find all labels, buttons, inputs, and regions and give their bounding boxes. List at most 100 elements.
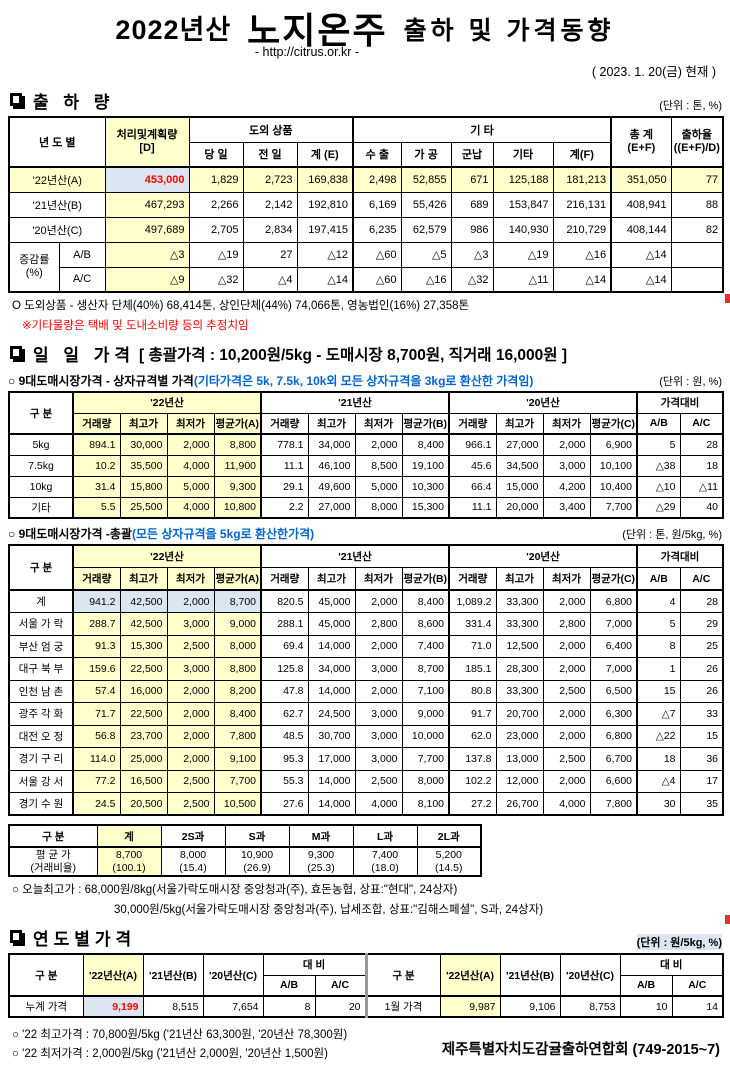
- table-row: '22년산(A) 453,000 1,829 2,723 169,838 2,498 52,…: [8, 166, 724, 193]
- table-cell: 18: [636, 747, 681, 771]
- table-cell: 28: [679, 433, 724, 456]
- table-cell: 169,838: [296, 166, 354, 193]
- header-row: 구 분 '22년산 '21년산 '20년산 가격대비: [8, 544, 724, 591]
- column-header: 처리및계획량 [D]: [104, 116, 190, 168]
- table-cell: 2,500: [166, 792, 215, 816]
- table-cell: 25: [679, 634, 724, 658]
- column-header: 최고가: [307, 412, 356, 435]
- header-row: 거래량 최고가 최저가 평균가(A) 거래량 최고가 최저가 평균가(B) 거래량 최고가 최저가 평…: [9, 567, 724, 591]
- column-header: '20년산: [448, 544, 638, 568]
- column-header: A/C: [679, 412, 724, 435]
- price-by-grade-table-head: 구 분 계 2S과 S과 M과 L과 2L과: [8, 824, 482, 848]
- table-cell: 2,705: [188, 216, 244, 243]
- table-cell: 4,000: [166, 454, 215, 477]
- table-cell: 15: [679, 724, 724, 748]
- column-header: 최고가: [119, 412, 168, 435]
- overall-note: (모든 상자규격을 5kg로 환산한가격): [131, 527, 315, 541]
- footer-notes: ○ '22 최고가격 : 70,800원/5kg ('21년산 63,300원,…: [8, 1023, 347, 1061]
- table-cell: 28: [679, 589, 724, 613]
- table-cell: △14: [296, 266, 354, 293]
- table-cell: 159.6: [72, 657, 121, 681]
- table-row: 광주 각 화 71.7 22,500 2,000 8,400 62.7 24,500 3,00…: [8, 702, 724, 726]
- table-cell: 15,000: [495, 475, 544, 498]
- table-cell: 2,000: [354, 433, 403, 456]
- column-header: 평균가(C): [589, 412, 638, 435]
- table-cell: 7,800: [213, 724, 262, 748]
- table-cell: 77.2: [72, 769, 121, 793]
- table-cell: 2,000: [542, 769, 591, 793]
- red-edge-mark-icon: [725, 915, 730, 924]
- table-cell: 8: [262, 995, 316, 1018]
- table-cell: 1,829: [188, 166, 244, 193]
- column-header: L과: [352, 824, 418, 848]
- price-by-grade-table: 구 분 계 2S과 S과 M과 L과 2L과 평 균 가 (거래비율) 8,700 (100.…: [8, 824, 482, 878]
- table-row: 대구 북 부 159.6 22,500 3,000 8,800 125.8 34,000 3,…: [8, 657, 724, 681]
- column-header: 평균가(A): [213, 412, 262, 435]
- table-cell: 2.2: [260, 496, 309, 519]
- table-cell: 29.1: [260, 475, 309, 498]
- table-cell: 153,847: [492, 191, 554, 218]
- table-cell: 197,415: [296, 216, 354, 243]
- table-cell: 5.5: [72, 496, 121, 519]
- table-cell: 45.6: [448, 454, 497, 477]
- table-cell: 181,213: [552, 166, 612, 193]
- table-cell: '22년산(A): [8, 166, 106, 193]
- table-cell: 10,100: [589, 454, 638, 477]
- column-header: 최저가: [542, 567, 591, 591]
- table-cell: 8,000: [354, 496, 403, 519]
- table-cell: 10,800: [213, 496, 262, 519]
- table-cell: 3,000: [166, 657, 215, 681]
- table-cell: 125,188: [492, 166, 554, 193]
- table-cell: 9,106: [499, 995, 561, 1018]
- table-cell: 16,500: [119, 769, 168, 793]
- table-cell: 80.8: [448, 679, 497, 703]
- table-cell: 6,800: [589, 589, 638, 613]
- table-cell: 3,000: [542, 454, 591, 477]
- column-header: 기 타: [352, 116, 612, 143]
- column-header: 가격대비: [635, 544, 724, 568]
- table-cell: 19,100: [401, 454, 450, 477]
- table-cell: 6,235: [352, 216, 402, 243]
- table-cell: 경기 구 리: [8, 747, 74, 771]
- document-header: 2022년산 노지온주 출하 및 가격동향 - http://citrus.or…: [8, 8, 722, 80]
- table-cell: 2,000: [354, 589, 403, 613]
- column-header: '20년산(C): [202, 953, 264, 997]
- table-cell: △32: [188, 266, 244, 293]
- price-by-box-table-body: 5kg 894.1 30,000 2,000 8,800 778.1 34,000 2,000…: [8, 433, 724, 519]
- header-row: A/B A/C A/B A/C: [9, 974, 724, 997]
- column-header: M과: [288, 824, 354, 848]
- table-cell: 7,700: [401, 747, 450, 771]
- table-cell: 10,400: [589, 475, 638, 498]
- table-cell: 288.7: [72, 612, 121, 636]
- table-cell: 210,729: [552, 216, 612, 243]
- table-cell: 71.7: [72, 702, 121, 726]
- column-header: '21년산(B): [499, 953, 561, 997]
- table-cell: 6,300: [589, 702, 638, 726]
- table-cell: 9,000: [401, 702, 450, 726]
- table-cell: 5,200 (14.5): [416, 846, 482, 877]
- table-cell: 2,500: [166, 769, 215, 793]
- table-cell: 2,498: [352, 166, 402, 193]
- column-header: 년 도 별: [8, 116, 106, 168]
- table-cell: '20년산(C): [8, 216, 106, 243]
- table-cell: △7: [636, 702, 681, 726]
- table-cell: 33,300: [495, 612, 544, 636]
- table-cell: 288.1: [260, 612, 309, 636]
- organization-name: 제주특별자치도감귤출하연합회 (749-2015~7): [441, 1042, 720, 1059]
- title-subject: 출하 및 가격동향: [403, 17, 615, 45]
- table-cell: 1월 가격: [364, 995, 441, 1018]
- table-cell: 7,654: [202, 995, 264, 1018]
- table-cell: 25,500: [119, 496, 168, 519]
- table-cell: 3,000: [354, 724, 403, 748]
- square-bullet-icon: [10, 93, 22, 106]
- table-cell: 6,600: [589, 769, 638, 793]
- column-header: 최저가: [166, 412, 215, 435]
- table-cell: 7.5kg: [8, 454, 74, 477]
- column-header: A/C: [671, 974, 724, 997]
- table-cell: △16: [400, 266, 452, 293]
- table-cell: 25,000: [119, 747, 168, 771]
- table-cell: 8,800: [213, 657, 262, 681]
- table-cell: 20,700: [495, 702, 544, 726]
- site-url-link[interactable]: - http://citrus.or.kr -: [254, 45, 360, 59]
- column-header: 구 분: [364, 953, 441, 997]
